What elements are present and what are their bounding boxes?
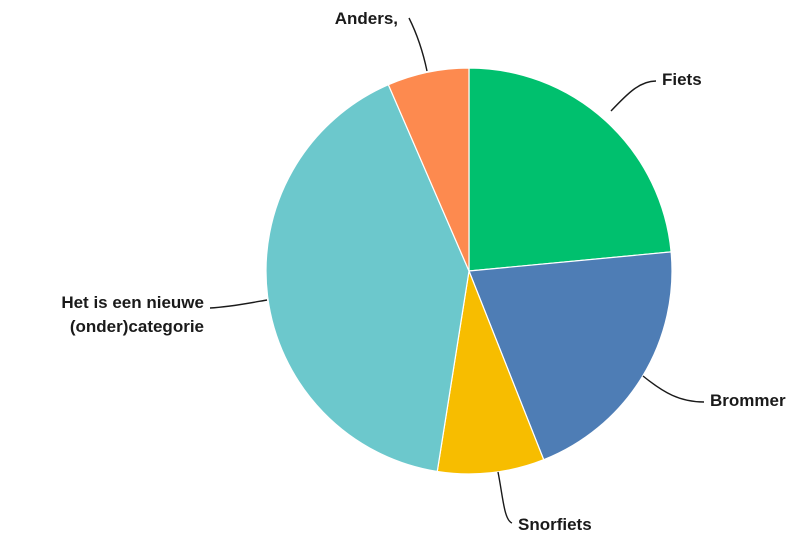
leader-line-anders	[408, 17, 428, 72]
slice-label-fiets: Fiets	[662, 70, 702, 89]
slice-label-het: Het is een nieuwe (onder)categorie	[61, 293, 204, 336]
slice-label-anders: Anders,	[335, 9, 398, 28]
pie-slice-snorfiets	[436, 268, 545, 475]
slice-label-brommer: Brommer	[710, 391, 786, 410]
slice-label-snorfiets: Snorfiets	[518, 515, 592, 534]
pie-slice-fiets	[468, 67, 672, 272]
leader-line-brommer	[642, 375, 705, 403]
leader-line-het	[209, 299, 268, 309]
pie-slice-brommer	[468, 251, 673, 461]
pie-slice-anders	[387, 67, 470, 272]
leader-line-fiets	[610, 80, 657, 112]
pie-slice-het	[265, 83, 470, 473]
leader-line-snorfiets	[497, 471, 513, 524]
